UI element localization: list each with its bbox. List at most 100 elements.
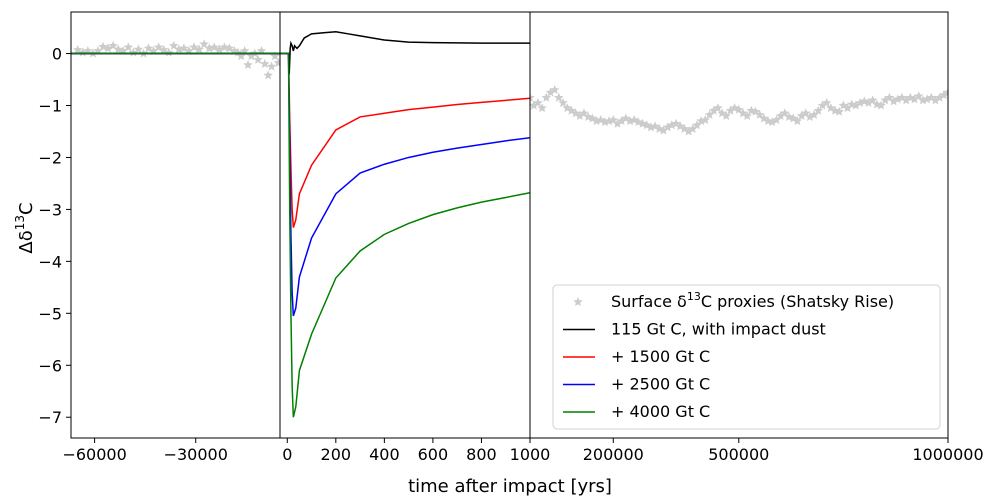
proxy-point bbox=[549, 84, 560, 94]
proxy-point bbox=[270, 51, 280, 61]
legend-label-series: 115 Gt C, with impact dust bbox=[611, 320, 826, 339]
proxy-point bbox=[721, 110, 731, 120]
x-tick-label: 800 bbox=[466, 445, 497, 464]
proxy-point bbox=[246, 51, 257, 61]
proxy-point bbox=[263, 70, 273, 80]
proxy-point bbox=[704, 109, 715, 119]
x-tick-label: 400 bbox=[369, 445, 400, 464]
proxy-point bbox=[863, 97, 874, 107]
proxy-point bbox=[558, 97, 568, 107]
proxy-point bbox=[901, 95, 911, 105]
proxy-point bbox=[834, 106, 844, 116]
x-axis-title: time after impact [yrs] bbox=[408, 476, 612, 497]
proxy-point bbox=[713, 103, 723, 113]
proxy-point bbox=[530, 100, 539, 110]
proxy-point bbox=[108, 40, 118, 50]
proxy-point bbox=[169, 40, 179, 50]
proxy-point bbox=[771, 115, 782, 125]
proxy-point bbox=[541, 92, 552, 102]
proxy-point bbox=[888, 96, 899, 106]
y-tick-label: −5 bbox=[38, 304, 62, 323]
y-tick-label: −7 bbox=[38, 408, 62, 427]
proxy-point bbox=[103, 43, 113, 53]
proxy-point bbox=[767, 117, 778, 127]
proxy-point bbox=[884, 92, 895, 102]
proxy-point bbox=[813, 105, 824, 115]
proxy-point bbox=[688, 123, 698, 133]
y-tick-label: 0 bbox=[52, 45, 62, 64]
proxy-point bbox=[219, 42, 230, 52]
proxy-point bbox=[174, 44, 184, 54]
x-tick-label: 1000 bbox=[510, 445, 551, 464]
proxy-point bbox=[545, 87, 556, 97]
x-tick-label: 500000 bbox=[708, 445, 769, 464]
proxy-point bbox=[809, 109, 819, 119]
proxy-point bbox=[616, 116, 627, 126]
proxy-point bbox=[662, 122, 673, 132]
proxy-point bbox=[273, 57, 280, 67]
proxy-point bbox=[934, 92, 945, 102]
proxy-points-pre-impact bbox=[72, 39, 280, 80]
x-tick-label: 0 bbox=[282, 445, 292, 464]
y-tick-label: −1 bbox=[38, 97, 62, 116]
y-tick-label: −4 bbox=[38, 252, 62, 271]
proxy-point bbox=[530, 92, 535, 102]
legend-label-series: + 1500 Gt C bbox=[611, 347, 710, 366]
proxy-points-long-term bbox=[530, 84, 948, 136]
proxy-point bbox=[876, 100, 886, 110]
legend-label-proxies: Surface δ13C proxies (Shatsky Rise) bbox=[611, 290, 894, 311]
x-tick-label: 600 bbox=[418, 445, 449, 464]
proxy-point bbox=[256, 45, 267, 56]
proxy-point bbox=[821, 97, 832, 107]
proxy-point bbox=[692, 120, 702, 130]
proxy-point bbox=[236, 51, 246, 61]
proxy-point bbox=[930, 95, 941, 105]
proxy-point bbox=[708, 105, 719, 115]
proxy-point bbox=[243, 59, 253, 70]
proxy-point bbox=[742, 110, 752, 120]
proxy-point bbox=[734, 104, 744, 114]
panel-frame-pre-impact bbox=[70, 11, 281, 439]
y-axis-title: Δδ13C bbox=[13, 202, 37, 253]
proxy-point bbox=[554, 92, 564, 102]
proxy-point bbox=[939, 90, 948, 100]
proxy-point bbox=[608, 115, 619, 125]
x-tick-label: 200000 bbox=[583, 445, 644, 464]
proxy-point bbox=[575, 110, 585, 120]
x-tick-label: −60000 bbox=[62, 445, 126, 464]
proxy-point bbox=[851, 100, 861, 110]
proxy-point bbox=[943, 87, 948, 97]
proxy-point bbox=[123, 42, 134, 52]
y-tick-label: −2 bbox=[38, 148, 62, 167]
legend-proxy-marker bbox=[573, 297, 583, 307]
proxy-point bbox=[148, 45, 159, 56]
legend-box bbox=[552, 284, 941, 430]
y-tick-label: −3 bbox=[38, 200, 62, 219]
x-tick-label: 1000000 bbox=[912, 445, 983, 464]
legend-label-series: + 4000 Gt C bbox=[611, 402, 710, 421]
proxy-point bbox=[199, 39, 209, 49]
proxy-point bbox=[700, 115, 711, 125]
proxy-point bbox=[579, 108, 589, 118]
proxy-point bbox=[805, 111, 815, 121]
series-line-3-post-impact bbox=[280, 52, 530, 418]
proxy-point bbox=[260, 58, 270, 68]
proxy-point bbox=[239, 45, 250, 56]
proxy-point bbox=[867, 95, 878, 105]
proxy-point bbox=[796, 110, 807, 120]
legend-label-series: + 2500 Gt C bbox=[611, 375, 710, 394]
proxy-point bbox=[204, 43, 214, 53]
x-tick-label: 200 bbox=[321, 445, 352, 464]
proxy-point bbox=[775, 110, 786, 120]
proxy-point bbox=[880, 95, 890, 105]
y-tick-label: −6 bbox=[38, 356, 62, 375]
x-tick-label: −30000 bbox=[164, 445, 228, 464]
proxy-point bbox=[725, 105, 736, 115]
proxy-point bbox=[537, 103, 547, 113]
proxy-point bbox=[266, 61, 277, 71]
proxy-point bbox=[683, 126, 694, 136]
proxy-point bbox=[909, 94, 920, 104]
proxy-point bbox=[133, 44, 144, 54]
proxy-point bbox=[780, 108, 790, 118]
